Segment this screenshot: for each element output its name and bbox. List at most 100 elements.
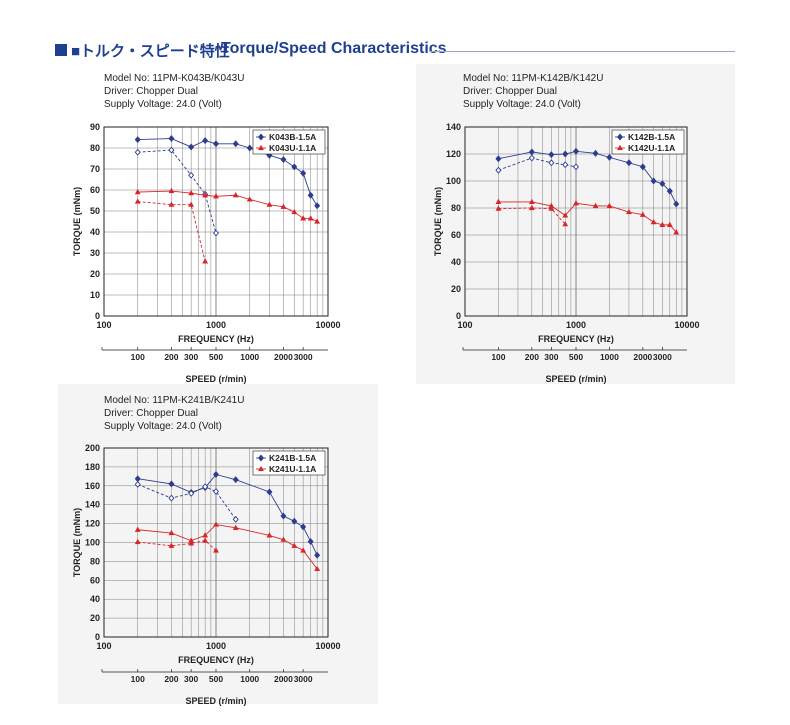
series <box>495 204 569 227</box>
y-tick-label: 40 <box>90 227 100 237</box>
legend-box <box>252 129 326 155</box>
data-point <box>666 187 673 195</box>
data-point <box>573 200 579 206</box>
section-header: ■トルク・スピード特性 Torque/Speed Characteristics <box>55 40 735 60</box>
speed-tick-label: 100 <box>131 674 145 684</box>
y-tick-label: 30 <box>90 248 100 258</box>
data-point <box>213 229 219 237</box>
data-point <box>495 198 502 205</box>
legend-label: K241B-1.5A <box>269 453 316 463</box>
data-point <box>202 258 209 264</box>
data-point <box>300 169 307 177</box>
data-point <box>134 526 141 532</box>
data-point <box>291 542 298 548</box>
x-tick-label: 100 <box>96 641 111 651</box>
data-point <box>625 159 632 167</box>
data-point <box>300 547 307 553</box>
data-point <box>314 202 321 210</box>
data-point <box>495 205 502 211</box>
speed-tick-label: 200 <box>164 674 178 684</box>
series <box>134 135 321 210</box>
data-point <box>232 515 239 523</box>
model-number: Model No: 11PM-K142B/K142U <box>463 73 604 84</box>
data-point <box>650 177 657 185</box>
data-point <box>300 523 307 531</box>
data-point <box>606 202 613 209</box>
section-title-english: Torque/Speed Characteristics <box>221 40 447 57</box>
plot-frame <box>464 126 688 317</box>
y-tick-label: 160 <box>85 481 100 491</box>
data-point <box>134 480 141 488</box>
chart-info: Model No: 11PM-K043B/K043U Driver: Chopp… <box>104 72 244 111</box>
speed-axis: 100 200 300 500 1000 2000 3000 SPEED (r/min) <box>101 347 328 384</box>
data-point <box>202 137 209 145</box>
data-point <box>573 147 579 155</box>
data-point <box>606 153 613 161</box>
speed-axis-title: SPEED (r/min) <box>545 374 606 384</box>
x-axis-title: FREQUENCY (Hz) <box>178 334 254 344</box>
y-tick-label: 70 <box>90 164 100 174</box>
speed-tick-label: 300 <box>544 352 558 362</box>
data-point <box>562 220 569 227</box>
legend-box <box>252 450 326 476</box>
legend-label: K043U-1.1A <box>269 143 316 153</box>
data-point <box>246 196 253 202</box>
data-point <box>202 192 209 198</box>
y-tick-label: 40 <box>451 257 461 267</box>
legend-label: K142U-1.1A <box>628 143 675 153</box>
data-point <box>168 529 175 536</box>
data-point <box>291 208 298 215</box>
speed-axis-title: SPEED (r/min) <box>185 374 246 384</box>
data-point <box>168 542 175 548</box>
data-point <box>548 151 555 159</box>
data-point <box>188 171 195 179</box>
speed-tick-label: 300 <box>184 674 198 684</box>
legend-marker <box>258 133 264 141</box>
header-rule <box>429 51 735 52</box>
data-point <box>232 524 239 530</box>
data-point <box>592 202 599 209</box>
section-title-japanese: ■トルク・スピード特性 <box>71 43 230 60</box>
data-point <box>650 218 657 225</box>
y-tick-label: 0 <box>95 632 100 642</box>
y-tick-label: 140 <box>446 122 461 132</box>
speed-tick-label: 500 <box>209 674 223 684</box>
speed-tick-label: 500 <box>209 352 223 362</box>
legend-label: K043B-1.5A <box>269 132 316 142</box>
supply-voltage-text: Supply Voltage: 24.0 (Volt) <box>104 421 222 432</box>
data-point <box>314 565 321 572</box>
x-tick-label: 1000 <box>206 320 226 330</box>
speed-axis-title: SPEED (r/min) <box>185 696 246 706</box>
data-point <box>307 191 314 199</box>
data-point <box>134 188 141 195</box>
y-tick-label: 80 <box>451 203 461 213</box>
data-point <box>134 148 141 156</box>
series <box>134 187 321 224</box>
data-point <box>188 143 195 151</box>
data-point <box>168 480 175 488</box>
y-tick-label: 60 <box>451 230 461 240</box>
supply-voltage-text: Supply Voltage: 24.0 (Volt) <box>104 99 222 110</box>
series <box>495 198 680 235</box>
speed-tick-label: 3000 <box>653 352 672 362</box>
data-point <box>213 487 219 495</box>
legend-marker <box>258 465 264 472</box>
data-point <box>495 166 502 174</box>
series <box>134 537 219 553</box>
driver-text: Driver: Chopper Dual <box>463 86 557 97</box>
data-point <box>291 517 298 525</box>
series-line <box>498 207 566 225</box>
x-axis-title: FREQUENCY (Hz) <box>178 655 254 665</box>
x-tick-label: 1000 <box>566 320 586 330</box>
y-tick-label: 140 <box>85 500 100 510</box>
data-point <box>673 229 680 235</box>
data-point <box>280 512 287 520</box>
legend-marker <box>617 133 623 141</box>
y-tick-label: 50 <box>90 206 100 216</box>
data-point <box>232 140 239 148</box>
data-point <box>168 135 175 143</box>
speed-axis: 100 200 300 500 1000 2000 3000 SPEED (r/min) <box>101 669 328 706</box>
speed-tick-label: 100 <box>491 352 505 362</box>
y-tick-label: 20 <box>90 613 100 623</box>
